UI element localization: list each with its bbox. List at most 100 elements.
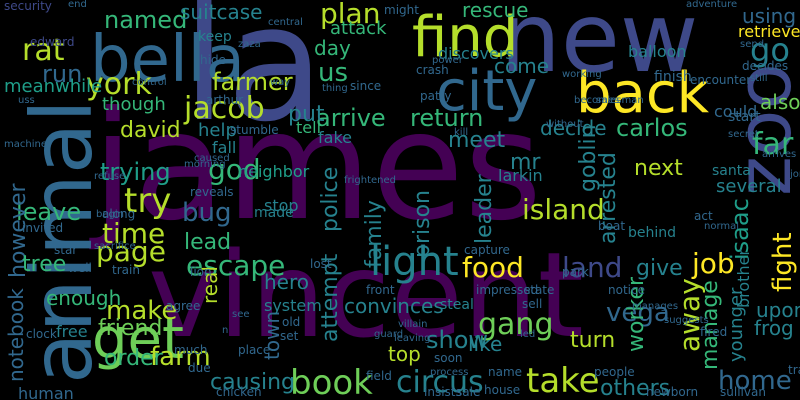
word-larkin: larkin (498, 166, 543, 185)
word-vega: vega (606, 298, 670, 328)
word-agree: agree (166, 299, 201, 313)
word-escape: escape (186, 249, 286, 282)
word-using: using (742, 4, 797, 28)
word-fight: fight (768, 232, 798, 292)
word-friend: friend (98, 316, 163, 341)
word-chicken: chicken (216, 385, 262, 399)
word-field: field (366, 369, 392, 383)
word-new: new (500, 0, 699, 94)
word-zaza: zaza (238, 39, 261, 50)
word-made: made (254, 205, 294, 221)
word-try: try (124, 181, 172, 221)
word-prison: prison (410, 190, 435, 258)
word-city: city (436, 59, 538, 124)
word-lost: lost (310, 257, 332, 271)
word-could: could (714, 102, 758, 121)
word-well: well (68, 261, 92, 275)
word-give: give (636, 256, 683, 281)
word-due: due (188, 361, 211, 375)
word-home: home (718, 366, 792, 396)
word-find: find (412, 5, 519, 70)
word-soon: soon (434, 351, 463, 365)
word-show: show (426, 326, 489, 354)
word-retrieve: retrieve (738, 22, 800, 41)
word-like: like (468, 332, 503, 356)
word-meanwhile: meanwhile (4, 76, 103, 97)
word-sullivan: sullivan (720, 385, 766, 399)
word-brother: brother (734, 248, 753, 308)
word-others: others (600, 376, 671, 400)
word-named: named (104, 6, 188, 34)
word-villain: villain (398, 319, 428, 330)
word-way: way (270, 77, 291, 88)
word-notice: notice (608, 283, 645, 297)
word-fake: fake (318, 128, 352, 147)
word-see: see (232, 309, 250, 320)
word-day: day (314, 36, 351, 60)
word-without: without (546, 119, 584, 130)
word-central: central (268, 17, 303, 28)
word-york: york (86, 67, 152, 102)
word-newborn: newborn (646, 385, 699, 399)
word-working: working (562, 69, 602, 80)
word-process: process (430, 367, 469, 378)
word-come: come (494, 54, 550, 78)
word-meet: meet (448, 128, 506, 153)
word-park: park (562, 265, 589, 279)
word-neighbor: neighbor (238, 162, 310, 181)
word-name: name (488, 365, 523, 379)
word-make: make (106, 296, 178, 326)
word-tree: tree (22, 252, 67, 277)
word-still: still (750, 73, 768, 84)
word-sale: sale (456, 385, 481, 399)
word-order: order (104, 346, 163, 371)
word-far: far (752, 127, 794, 162)
word-carlos: carlos (616, 114, 688, 142)
word-since: since (350, 79, 382, 93)
word-house: house (484, 383, 521, 397)
word-decide: decide (540, 116, 607, 140)
word-travel: travel (788, 363, 800, 377)
word-balloon: balloon (628, 42, 687, 61)
word-tell: tell (296, 118, 322, 137)
word-rat: rat (22, 33, 65, 68)
word-discovers: discovers (438, 44, 514, 63)
word-hide: hide (200, 53, 226, 67)
word-encounter: encounter (690, 73, 752, 87)
word-behind: behind (628, 225, 677, 241)
word-lead: lead (184, 230, 232, 255)
word-attack: attack (330, 18, 387, 39)
word-go: go (750, 31, 790, 69)
word-crash: crash (416, 63, 449, 77)
word-hero: hero (264, 270, 309, 294)
word-finish: finish (654, 69, 692, 85)
word-page: page (96, 235, 166, 268)
word-n: n (222, 325, 229, 336)
word-kill: kill (454, 127, 469, 138)
word-upon: upon (756, 298, 800, 322)
word-vincent: vincent (148, 226, 584, 364)
word-rescue: rescue (462, 0, 529, 22)
word-david: david (120, 118, 181, 143)
word-clock: clock (26, 327, 57, 341)
word-santa: santa (712, 163, 751, 179)
word-free: free (56, 322, 88, 341)
word-train: train (112, 263, 140, 277)
word-several: several (716, 176, 782, 197)
word-people: people (594, 365, 635, 379)
word-old: old (282, 315, 301, 329)
word-set: set (280, 329, 299, 343)
word-state: state (524, 283, 555, 297)
word-though: though (102, 94, 166, 115)
word-keep: keep (198, 29, 232, 45)
word-suitcase: suitcase (180, 0, 263, 24)
word-suggests: suggests (664, 315, 709, 326)
word-farmer: farmer (212, 68, 293, 96)
word-food: food (462, 251, 524, 284)
word-top: top (388, 342, 421, 366)
word-next: next (634, 156, 683, 181)
word-security: security (4, 0, 52, 13)
word-enough: enough (46, 286, 122, 310)
word-salesman: salesman (596, 95, 644, 106)
word-thing: thing (322, 83, 348, 94)
